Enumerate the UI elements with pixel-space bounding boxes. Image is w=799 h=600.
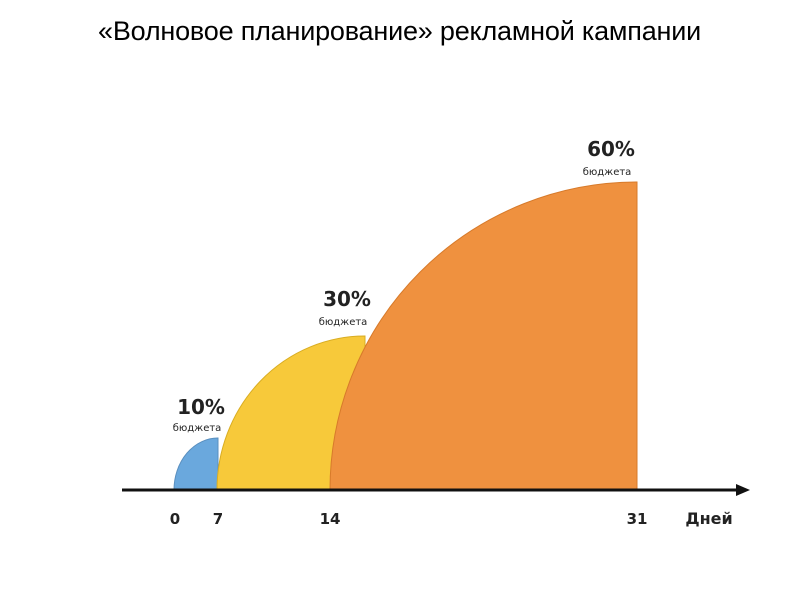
wave-shape-1 <box>173 437 219 491</box>
axis-unit-label: Дней <box>685 509 732 528</box>
page-title: «Волновое планирование» рекламной кампан… <box>98 16 701 46</box>
tick-label-7: 7 <box>213 510 223 528</box>
wave-shape-3 <box>329 181 638 491</box>
wave-caption-1: бюджета <box>173 423 222 434</box>
tick-label-0: 0 <box>170 510 180 528</box>
wave-percent-2: 30% <box>323 287 371 311</box>
wave-percent-1: 10% <box>177 395 225 419</box>
wave-caption-3: бюджета <box>583 167 632 178</box>
tick-label-14: 14 <box>320 510 341 528</box>
wave-shape-2 <box>216 335 366 491</box>
wave-percent-3: 60% <box>587 137 635 161</box>
tick-label-31: 31 <box>627 510 648 528</box>
axis-arrow-icon <box>736 484 750 496</box>
wave-caption-2: бюджета <box>319 317 368 328</box>
